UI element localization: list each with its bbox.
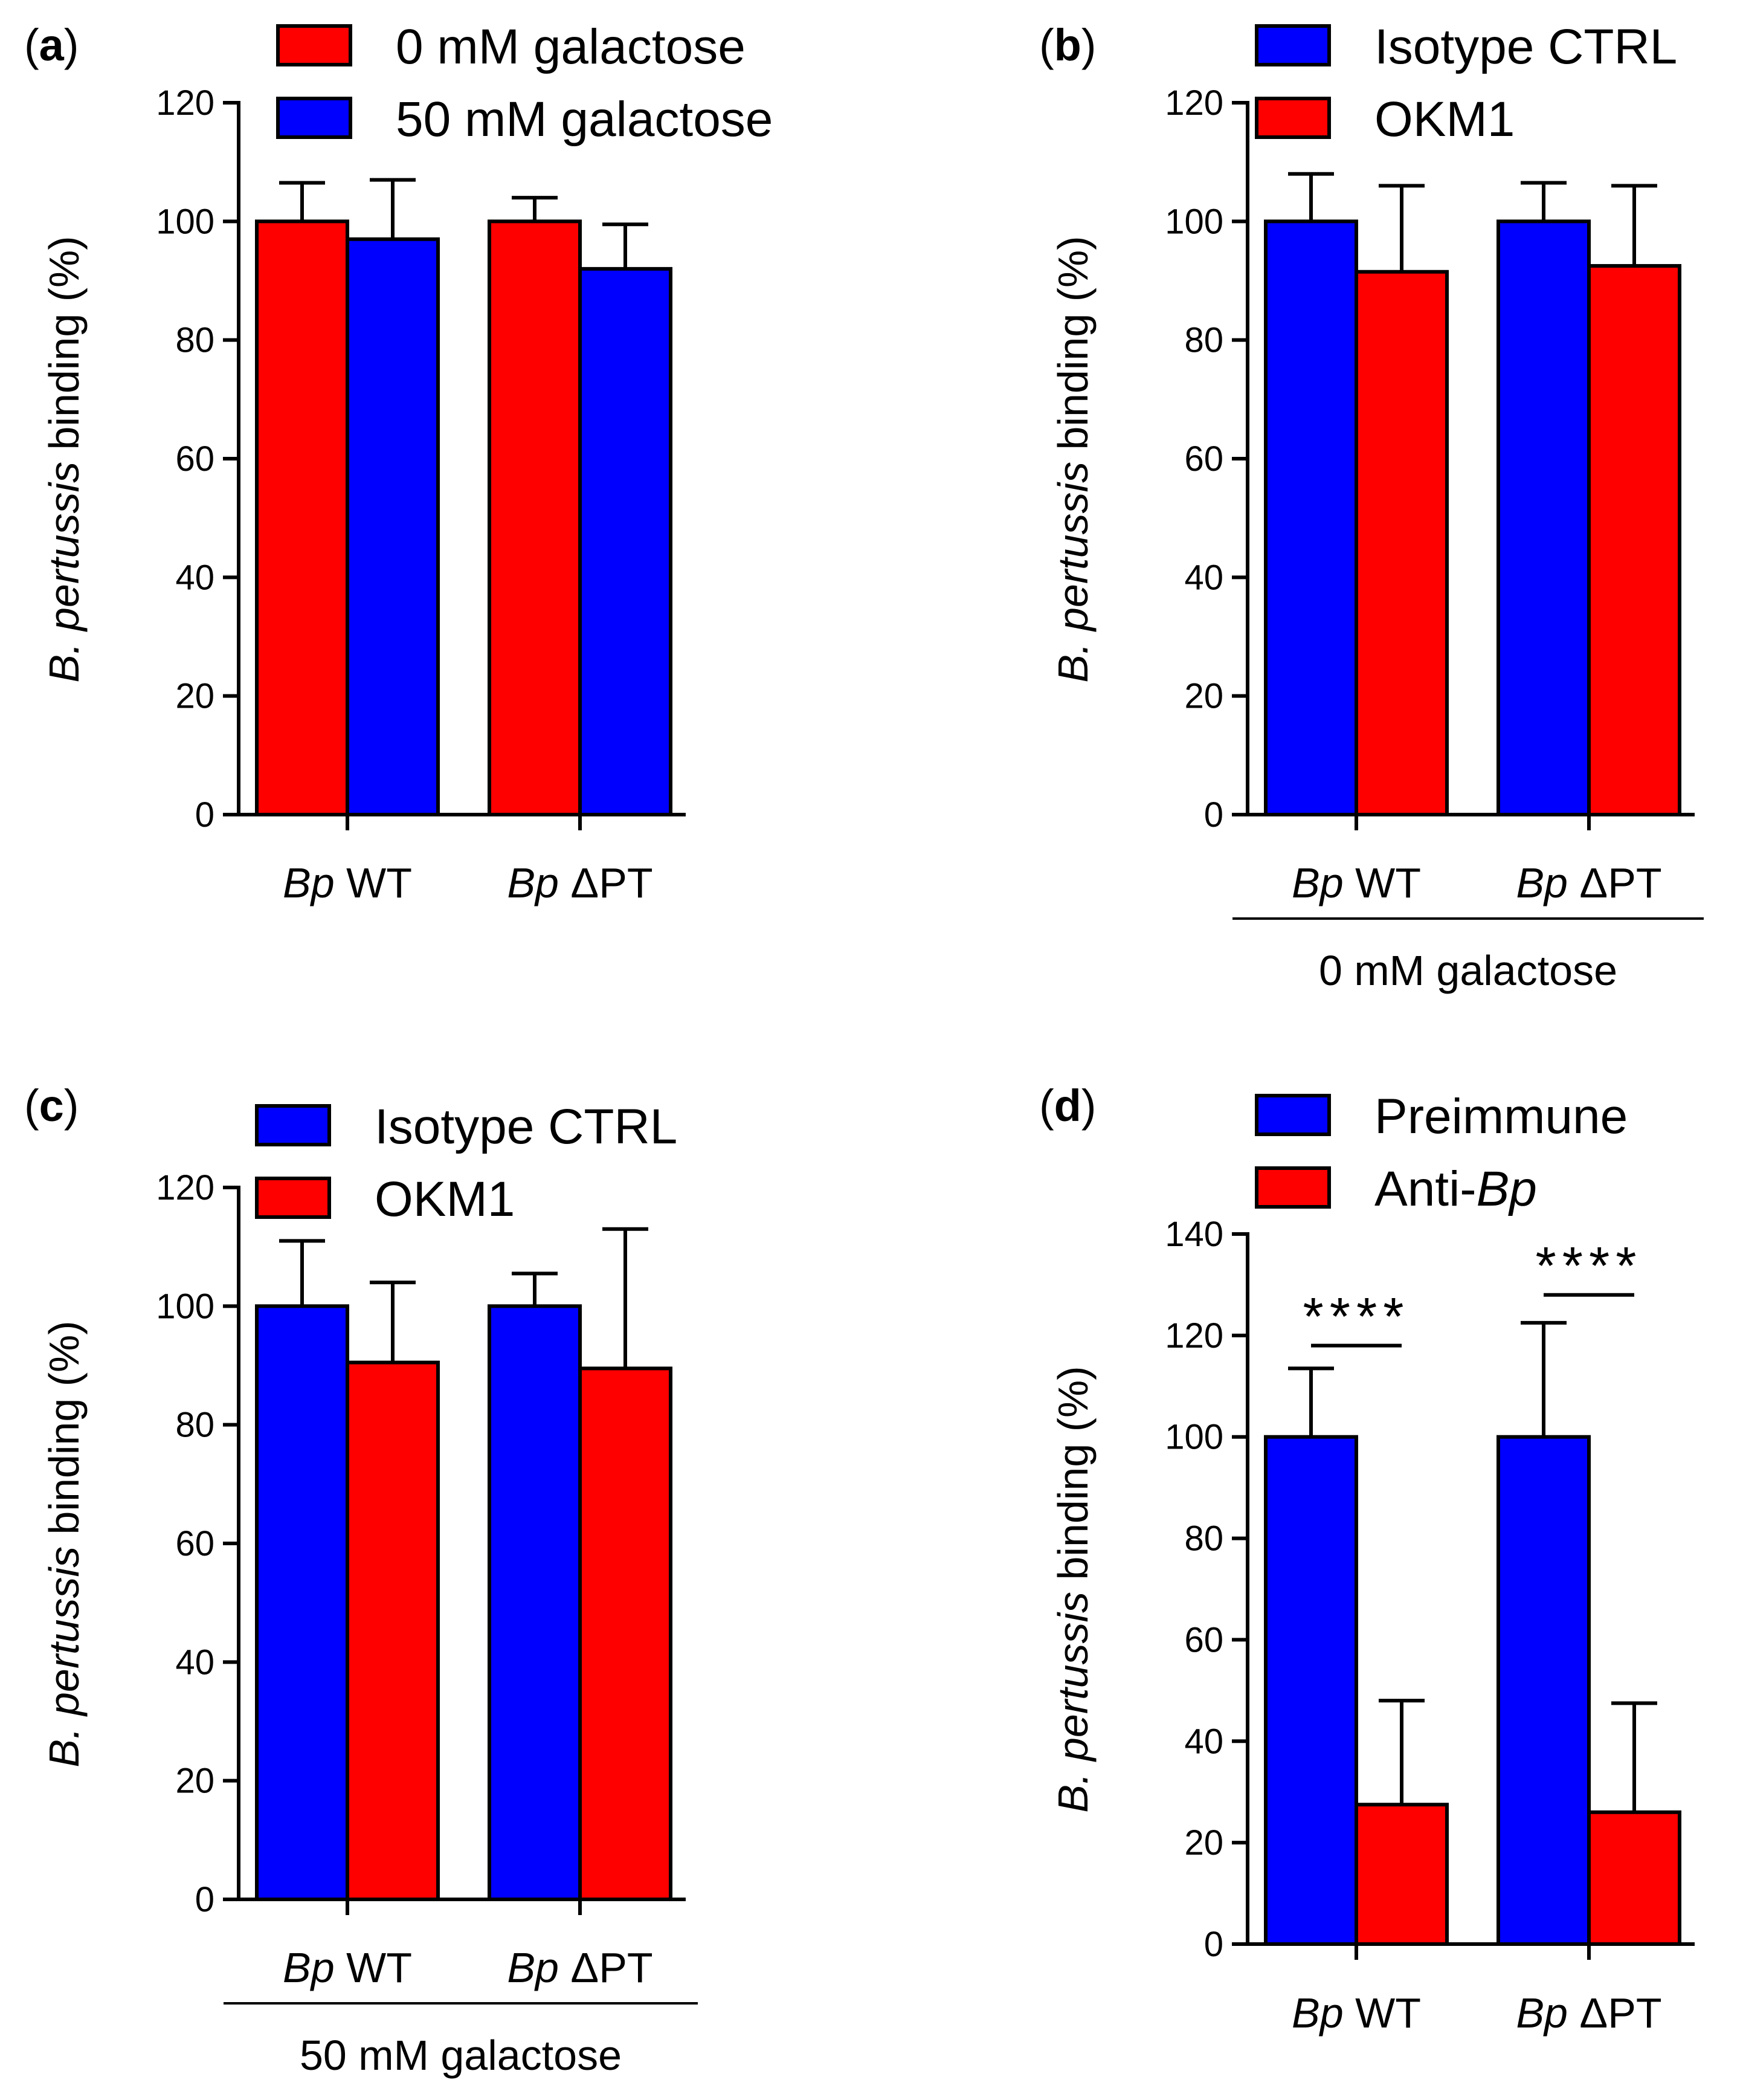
legend-swatch-2 <box>276 97 352 139</box>
x-tick-label: Bp WT <box>283 859 412 906</box>
panel-label: (a) <box>24 20 79 70</box>
y-tick-label: 80 <box>175 1406 214 1445</box>
bar-1-2 <box>1497 219 1591 817</box>
y-tick-label: 20 <box>175 677 214 716</box>
bar-1-1 <box>1264 1435 1358 1947</box>
legend-swatch-1 <box>1255 24 1331 66</box>
legend-label-2: Anti-Bp <box>1374 1161 1537 1216</box>
y-tick-label: 120 <box>1165 1316 1223 1355</box>
y-axis-label: B. pertussis binding (%) <box>40 1320 88 1767</box>
y-tick-label: 0 <box>1204 795 1223 835</box>
y-tick-label: 20 <box>1184 1823 1223 1863</box>
panel-label: (c) <box>24 1081 79 1131</box>
x-tick-label: Bp WT <box>1292 1989 1421 2037</box>
y-tick-label: 20 <box>175 1762 214 1801</box>
bar-1-2 <box>488 1304 582 1901</box>
group-label: 50 mM galactose <box>300 2032 622 2079</box>
legend-label-1: Isotype CTRL <box>1374 19 1677 74</box>
legend-label-2: 50 mM galactose <box>396 92 773 147</box>
y-tick-label: 60 <box>1184 439 1223 479</box>
bar-1-1 <box>255 1304 349 1901</box>
y-tick-label: 40 <box>175 558 214 597</box>
y-tick-label: 40 <box>1184 558 1223 597</box>
bar-1-1 <box>255 219 349 817</box>
y-tick-label: 120 <box>1165 83 1223 123</box>
panel-label: (d) <box>1039 1081 1097 1131</box>
legend-swatch-1 <box>1255 1094 1331 1136</box>
bar-1-1 <box>1264 219 1358 817</box>
bar-2-1 <box>346 237 440 816</box>
significance-stars: **** <box>1536 1236 1643 1296</box>
bar-1-2 <box>1497 1435 1591 1947</box>
y-tick-label: 80 <box>1184 1519 1223 1559</box>
x-tick-label: Bp ΔPT <box>1516 1989 1661 2037</box>
y-tick-label: 120 <box>156 83 214 123</box>
y-axis-label: B. pertussis binding (%) <box>1049 236 1097 682</box>
y-tick-label: 0 <box>195 795 214 835</box>
legend-swatch-2 <box>1255 1166 1331 1209</box>
bar-2-1 <box>1355 270 1449 816</box>
bar-1-2 <box>488 219 582 817</box>
legend-swatch-2 <box>255 1177 331 1219</box>
legend-swatch-1 <box>255 1104 331 1146</box>
bar-2-2 <box>578 1366 672 1902</box>
bar-2-2 <box>1587 263 1681 817</box>
y-tick-label: 100 <box>156 202 214 241</box>
y-tick-label: 100 <box>1165 202 1223 241</box>
chart-panel-d: (d) B. pertussis binding (%) 0 20 40 60 80 100 1… <box>1039 1081 1695 2037</box>
x-tick-label: Bp ΔPT <box>1516 859 1661 906</box>
legend-swatch-2 <box>1255 97 1331 139</box>
y-tick-label: 60 <box>175 1524 214 1563</box>
y-tick-label: 0 <box>1204 1925 1223 1964</box>
bar-2-1 <box>346 1360 440 1901</box>
panel-label: (b) <box>1039 20 1097 70</box>
y-tick-label: 80 <box>175 321 214 360</box>
y-tick-label: 140 <box>1165 1215 1223 1254</box>
bar-2-1 <box>1355 1803 1449 1947</box>
x-tick-label: Bp ΔPT <box>507 1944 652 1991</box>
legend-label-1: 0 mM galactose <box>396 19 746 74</box>
legend-label-1: Isotype CTRL <box>375 1099 677 1154</box>
x-tick-label: Bp ΔPT <box>507 859 652 906</box>
chart-panel-a: (a) B. pertussis binding (%) 0 20 40 60 80 100 1… <box>24 19 773 906</box>
y-tick-label: 100 <box>1165 1418 1223 1457</box>
legend-swatch-1 <box>276 24 352 66</box>
y-tick-label: 40 <box>1184 1722 1223 1761</box>
legend-label-2: OKM1 <box>1374 92 1515 147</box>
y-tick-label: 20 <box>1184 677 1223 716</box>
chart-panel-b: (b) B. pertussis binding (%) 0 20 40 60 80 100 1… <box>1039 19 1704 994</box>
chart-panel-c: (c) B. pertussis binding (%) 0 20 40 60 80 100 1… <box>24 1081 698 2079</box>
legend-label-1: Preimmune <box>1374 1089 1628 1144</box>
y-tick-label: 40 <box>175 1643 214 1682</box>
x-tick-label: Bp WT <box>1292 859 1421 906</box>
legend-label-2: OKM1 <box>375 1172 515 1227</box>
bar-2-2 <box>578 267 672 817</box>
y-tick-label: 80 <box>1184 321 1223 360</box>
y-tick-label: 60 <box>175 439 214 479</box>
y-tick-label: 120 <box>156 1168 214 1207</box>
significance-stars: **** <box>1303 1287 1410 1346</box>
bar-2-2 <box>1587 1810 1681 1946</box>
y-axis-label: B. pertussis binding (%) <box>40 236 88 682</box>
y-axis-label: B. pertussis binding (%) <box>1049 1366 1097 1812</box>
group-label: 0 mM galactose <box>1319 947 1617 994</box>
y-tick-label: 100 <box>156 1287 214 1326</box>
x-tick-label: Bp WT <box>283 1944 412 1991</box>
y-tick-label: 0 <box>195 1880 214 1919</box>
y-tick-label: 60 <box>1184 1620 1223 1659</box>
